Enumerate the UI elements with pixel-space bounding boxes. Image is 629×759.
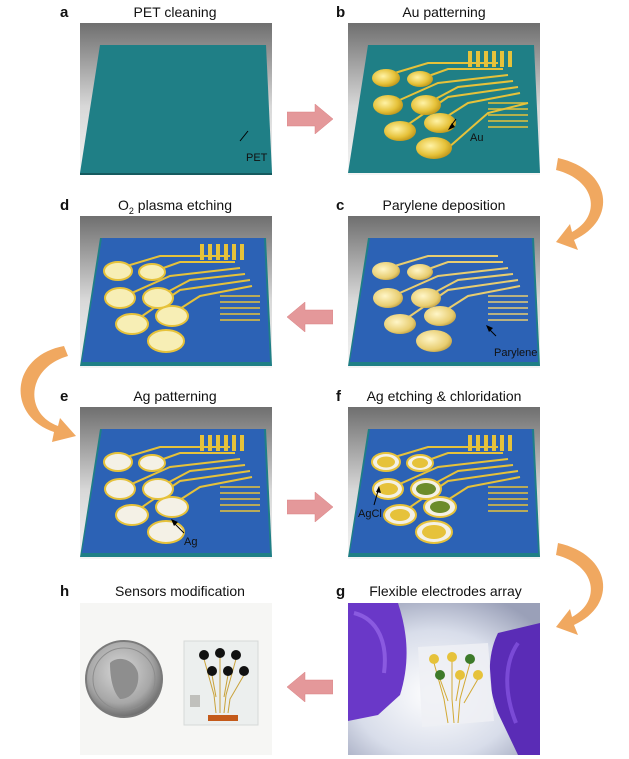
pet-callout: PET (246, 152, 268, 164)
plasma-etch-image (80, 216, 272, 368)
flexible-array-photo (348, 603, 540, 755)
panel-letter-f: f (336, 388, 341, 405)
parylene-image: Parylene (348, 216, 540, 368)
au-callout: Au (470, 132, 483, 144)
panel-letter-a: a (60, 4, 69, 21)
panel-title-h: Sensors modification (115, 583, 245, 599)
arrow-curve-1 (556, 158, 604, 250)
arrow-right-1 (287, 104, 333, 134)
agcl-callout: AgCl (358, 508, 382, 520)
panel-letter-g: g (336, 583, 346, 600)
arrow-left-2 (287, 672, 333, 702)
panel-title-f: Ag etching & chloridation (366, 388, 522, 404)
panel-title-c: Parylene deposition (382, 197, 506, 213)
panel-letter-c: c (336, 197, 345, 214)
arrow-curve-2 (20, 346, 76, 442)
panel-title-b: Au patterning (402, 4, 486, 20)
arrow-curve-3 (556, 543, 604, 635)
panel-title-e: Ag patterning (133, 388, 217, 404)
panel-title-g: Flexible electrodes array (369, 583, 522, 599)
panel-letter-b: b (336, 4, 346, 21)
sensors-photo (80, 603, 272, 755)
agcl-image: AgCl (348, 407, 540, 559)
panel-letter-d: d (60, 197, 70, 214)
panel-letter-h: h (60, 583, 70, 600)
panel-letter-e: e (60, 388, 69, 405)
arrow-right-2 (287, 492, 333, 522)
panel-title-a: PET cleaning (133, 4, 217, 20)
ag-callout: Ag (184, 536, 197, 548)
ag-pattern-image: Ag (80, 407, 272, 559)
pet-substrate-image: PET (80, 23, 272, 175)
panel-title-d: O2 plasma etching (118, 197, 232, 216)
au-pattern-image: Au (348, 23, 540, 175)
parylene-callout: Parylene (494, 347, 537, 359)
arrow-left-1 (287, 302, 333, 332)
